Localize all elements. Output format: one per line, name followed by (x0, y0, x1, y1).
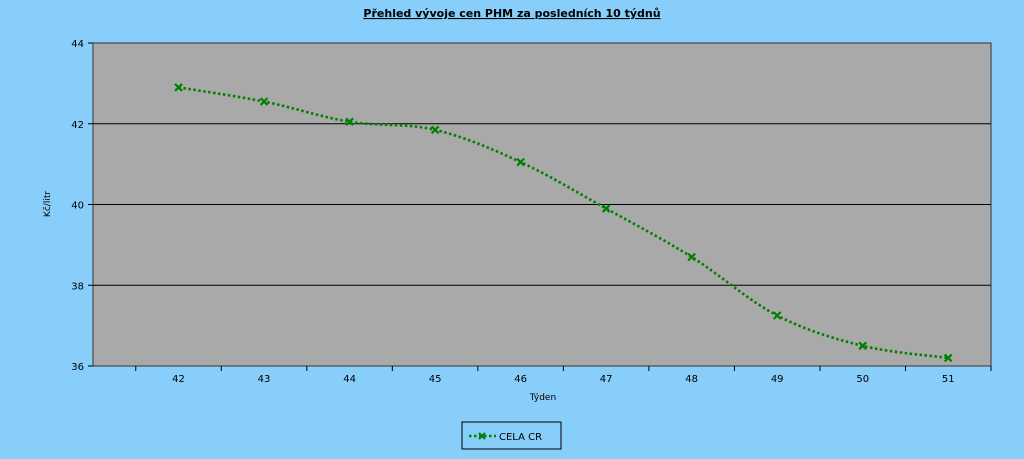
x-tick-label: 50 (856, 374, 869, 385)
y-tick-label: 40 (71, 201, 84, 212)
x-tick-label: 47 (600, 374, 613, 385)
x-tick-label: 44 (343, 374, 356, 385)
y-tick-labels: 36 38 40 42 44 (71, 39, 84, 373)
x-tick-label: 43 (258, 374, 271, 385)
y-tick-label: 44 (71, 39, 84, 50)
x-tick-label: 51 (942, 374, 955, 385)
legend-box (461, 421, 562, 450)
legend: CELA CR (461, 421, 562, 450)
series-line-cela-cr (178, 86, 949, 360)
y-tick-label: 36 (71, 362, 84, 373)
data-point-week-47 (601, 204, 611, 213)
data-point-week-51 (943, 353, 953, 363)
x-tick-label: 46 (514, 374, 527, 385)
y-tick-label: 38 (71, 281, 84, 292)
chart-title: Přehled vývoje cen PHM za posledních 10 … (363, 7, 660, 20)
data-point-week-45 (430, 125, 440, 135)
data-point-week-44 (345, 117, 354, 127)
legend-x-marker (478, 432, 486, 440)
y-axis-label: Kč/litr (42, 191, 53, 217)
x-tick-label: 49 (771, 374, 784, 385)
x-axis-label: Týden (529, 393, 556, 403)
data-point-week-48 (687, 252, 696, 262)
data-point-week-49 (772, 311, 782, 320)
data-point-week-46 (516, 157, 525, 167)
x-tick-label: 42 (172, 374, 185, 385)
x-tick-label: 45 (429, 374, 442, 385)
x-tick-label: 48 (685, 374, 698, 385)
axes (88, 42, 992, 371)
data-point-week-43 (259, 97, 269, 106)
series-cela-cr (174, 83, 953, 363)
y-tick-label: 42 (71, 120, 84, 131)
data-point-week-50 (858, 341, 867, 351)
data-point-week-42 (174, 83, 183, 92)
gridlines (93, 123, 991, 286)
x-tick-labels: 42 43 44 45 46 47 48 49 50 51 (172, 374, 954, 385)
legend-label: CELA CR (499, 432, 542, 443)
